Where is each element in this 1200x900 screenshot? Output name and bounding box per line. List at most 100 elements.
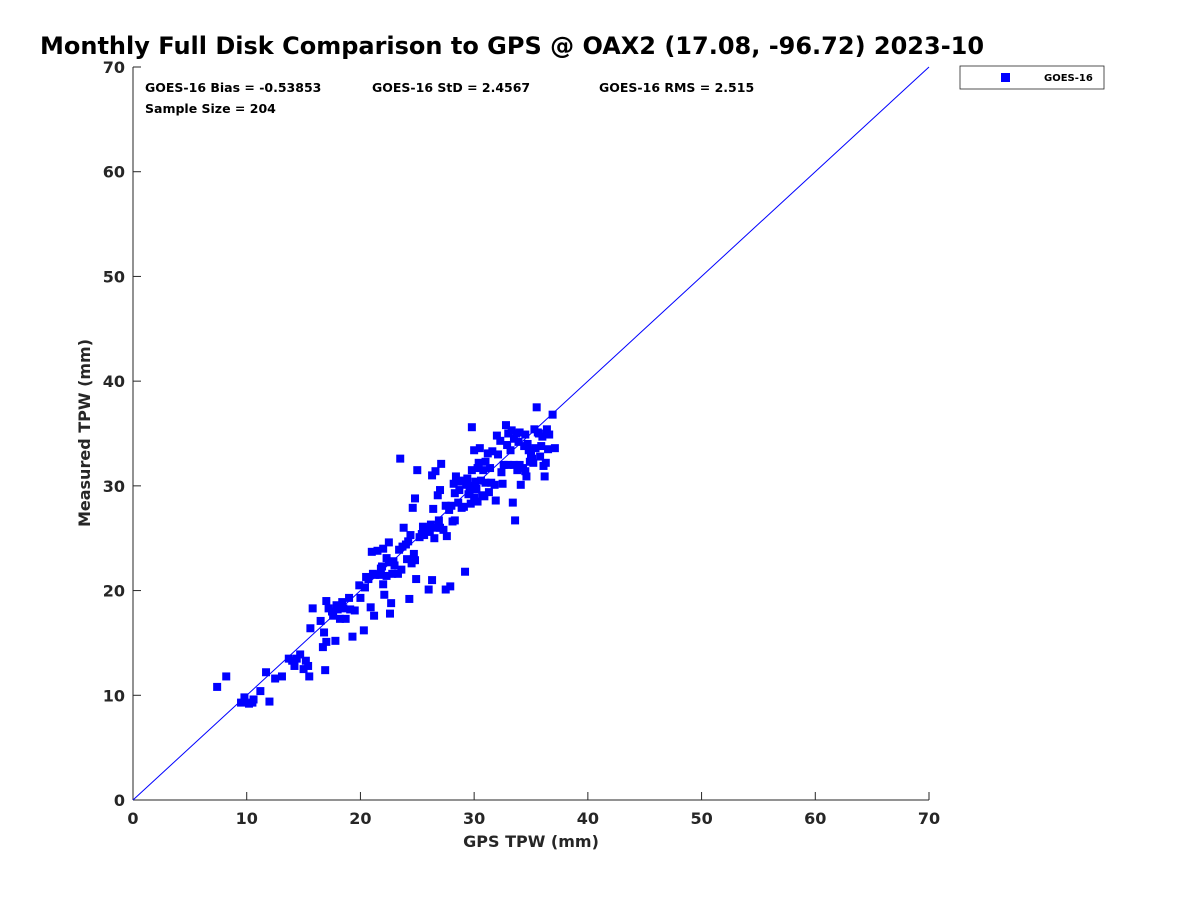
data-point — [424, 585, 433, 594]
data-point — [508, 498, 517, 507]
data-point — [379, 580, 388, 589]
data-point — [516, 480, 525, 489]
data-point — [321, 666, 330, 675]
data-point — [364, 575, 373, 584]
data-point — [425, 527, 434, 536]
data-point — [345, 593, 354, 602]
data-point — [284, 654, 293, 663]
data-point — [490, 480, 499, 489]
data-point — [515, 428, 524, 437]
y-axis-label: Measured TPW (mm) — [75, 339, 94, 527]
data-point — [462, 480, 471, 489]
data-point — [522, 472, 531, 481]
data-point — [507, 426, 516, 435]
data-point — [541, 458, 550, 467]
data-point — [548, 410, 557, 419]
data-point — [389, 557, 398, 566]
data-point — [296, 650, 305, 659]
data-point — [376, 564, 385, 573]
data-point — [532, 403, 541, 412]
data-point — [486, 464, 495, 473]
data-point — [527, 450, 535, 459]
data-point — [530, 425, 539, 434]
data-point — [473, 464, 482, 473]
y-tick-label: 70 — [103, 58, 125, 77]
data-point — [445, 505, 454, 514]
data-point — [301, 656, 310, 665]
data-point — [472, 484, 481, 493]
data-point — [350, 606, 359, 615]
data-point — [523, 439, 532, 448]
data-point — [338, 598, 347, 607]
one-to-one-reference-line — [132, 66, 930, 801]
legend-label-goes-16: GOES-16 — [1044, 73, 1093, 84]
data-point — [399, 523, 408, 532]
data-point — [446, 582, 455, 591]
data-point — [442, 532, 451, 541]
data-point — [237, 698, 246, 707]
data-point — [439, 525, 448, 534]
data-point — [528, 454, 537, 463]
data-point — [550, 444, 559, 453]
data-point — [473, 497, 482, 506]
data-point — [447, 501, 456, 510]
data-point — [521, 430, 530, 439]
data-point — [428, 576, 437, 585]
y-tick-label: 50 — [103, 267, 125, 286]
data-point — [449, 479, 458, 488]
data-point — [467, 423, 476, 432]
data-point — [348, 632, 357, 641]
data-point — [506, 446, 515, 455]
data-point — [384, 538, 393, 547]
data-point — [396, 454, 405, 463]
data-point — [540, 472, 549, 481]
data-point — [375, 570, 384, 579]
y-tick-label: 40 — [103, 372, 125, 391]
data-point — [531, 444, 540, 453]
data-point — [390, 561, 399, 570]
data-point — [290, 661, 299, 670]
data-point — [329, 611, 338, 620]
data-point — [529, 458, 538, 467]
data-point — [318, 643, 327, 652]
data-point — [292, 654, 301, 663]
x-tick-label: 10 — [236, 809, 258, 828]
x-tick-label: 70 — [918, 809, 940, 828]
data-point — [475, 444, 484, 453]
data-point — [451, 472, 460, 481]
data-point — [470, 493, 479, 502]
data-point — [501, 421, 510, 430]
data-point — [359, 626, 368, 635]
data-point — [524, 446, 533, 455]
data-point — [509, 460, 518, 469]
data-point — [474, 458, 483, 467]
data-point — [420, 531, 429, 540]
x-tick-label: 50 — [690, 809, 712, 828]
stat-rms: GOES-16 RMS = 2.515 — [599, 80, 754, 95]
data-point — [355, 581, 364, 590]
data-point — [277, 672, 286, 681]
x-tick-label: 20 — [349, 809, 371, 828]
legend-box — [959, 65, 1105, 90]
data-point — [430, 534, 439, 543]
data-points — [213, 403, 559, 708]
y-tick-label: 60 — [103, 163, 125, 182]
y-tick-label: 20 — [103, 582, 125, 601]
data-point — [331, 636, 340, 645]
data-point — [370, 611, 379, 620]
legend: GOES-16 — [959, 65, 1105, 90]
data-point — [436, 486, 445, 495]
data-point — [346, 605, 355, 614]
data-point — [544, 445, 553, 454]
data-point — [458, 476, 467, 485]
data-point — [240, 693, 249, 702]
data-point — [249, 695, 258, 704]
chart-title: Monthly Full Disk Comparison to GPS @ OA… — [40, 32, 984, 60]
legend-marker — [1001, 73, 1010, 82]
data-point — [411, 494, 420, 503]
data-point — [494, 450, 503, 459]
data-point — [465, 486, 474, 495]
data-point — [470, 446, 479, 455]
data-point — [471, 477, 480, 486]
x-axis-label: GPS TPW (mm) — [463, 832, 599, 851]
